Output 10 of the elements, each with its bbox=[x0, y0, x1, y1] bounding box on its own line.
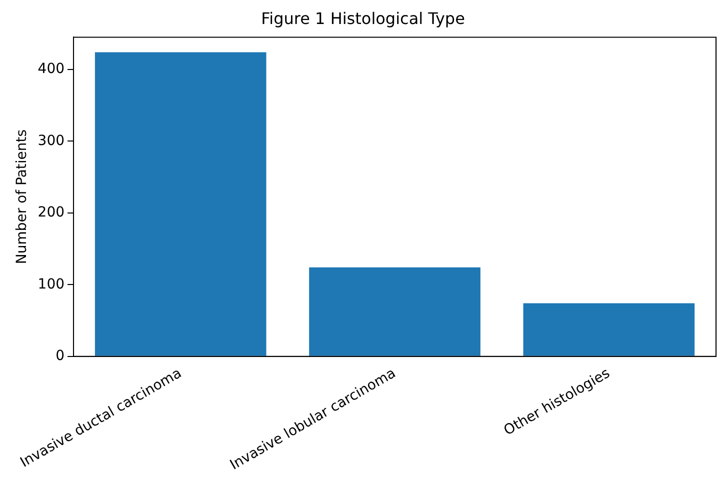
y-tick-label: 100 bbox=[38, 276, 65, 292]
y-tick-label: 0 bbox=[56, 348, 65, 364]
bar bbox=[309, 267, 480, 356]
y-axis-title: Number of Patients bbox=[14, 129, 30, 264]
y-tick-label: 200 bbox=[38, 204, 65, 221]
bar bbox=[523, 303, 695, 356]
bar bbox=[94, 52, 266, 356]
chart-title: Figure 1 Histological Type bbox=[261, 8, 465, 28]
y-tick-label: 400 bbox=[38, 61, 65, 78]
y-tick-label: 300 bbox=[38, 132, 65, 149]
